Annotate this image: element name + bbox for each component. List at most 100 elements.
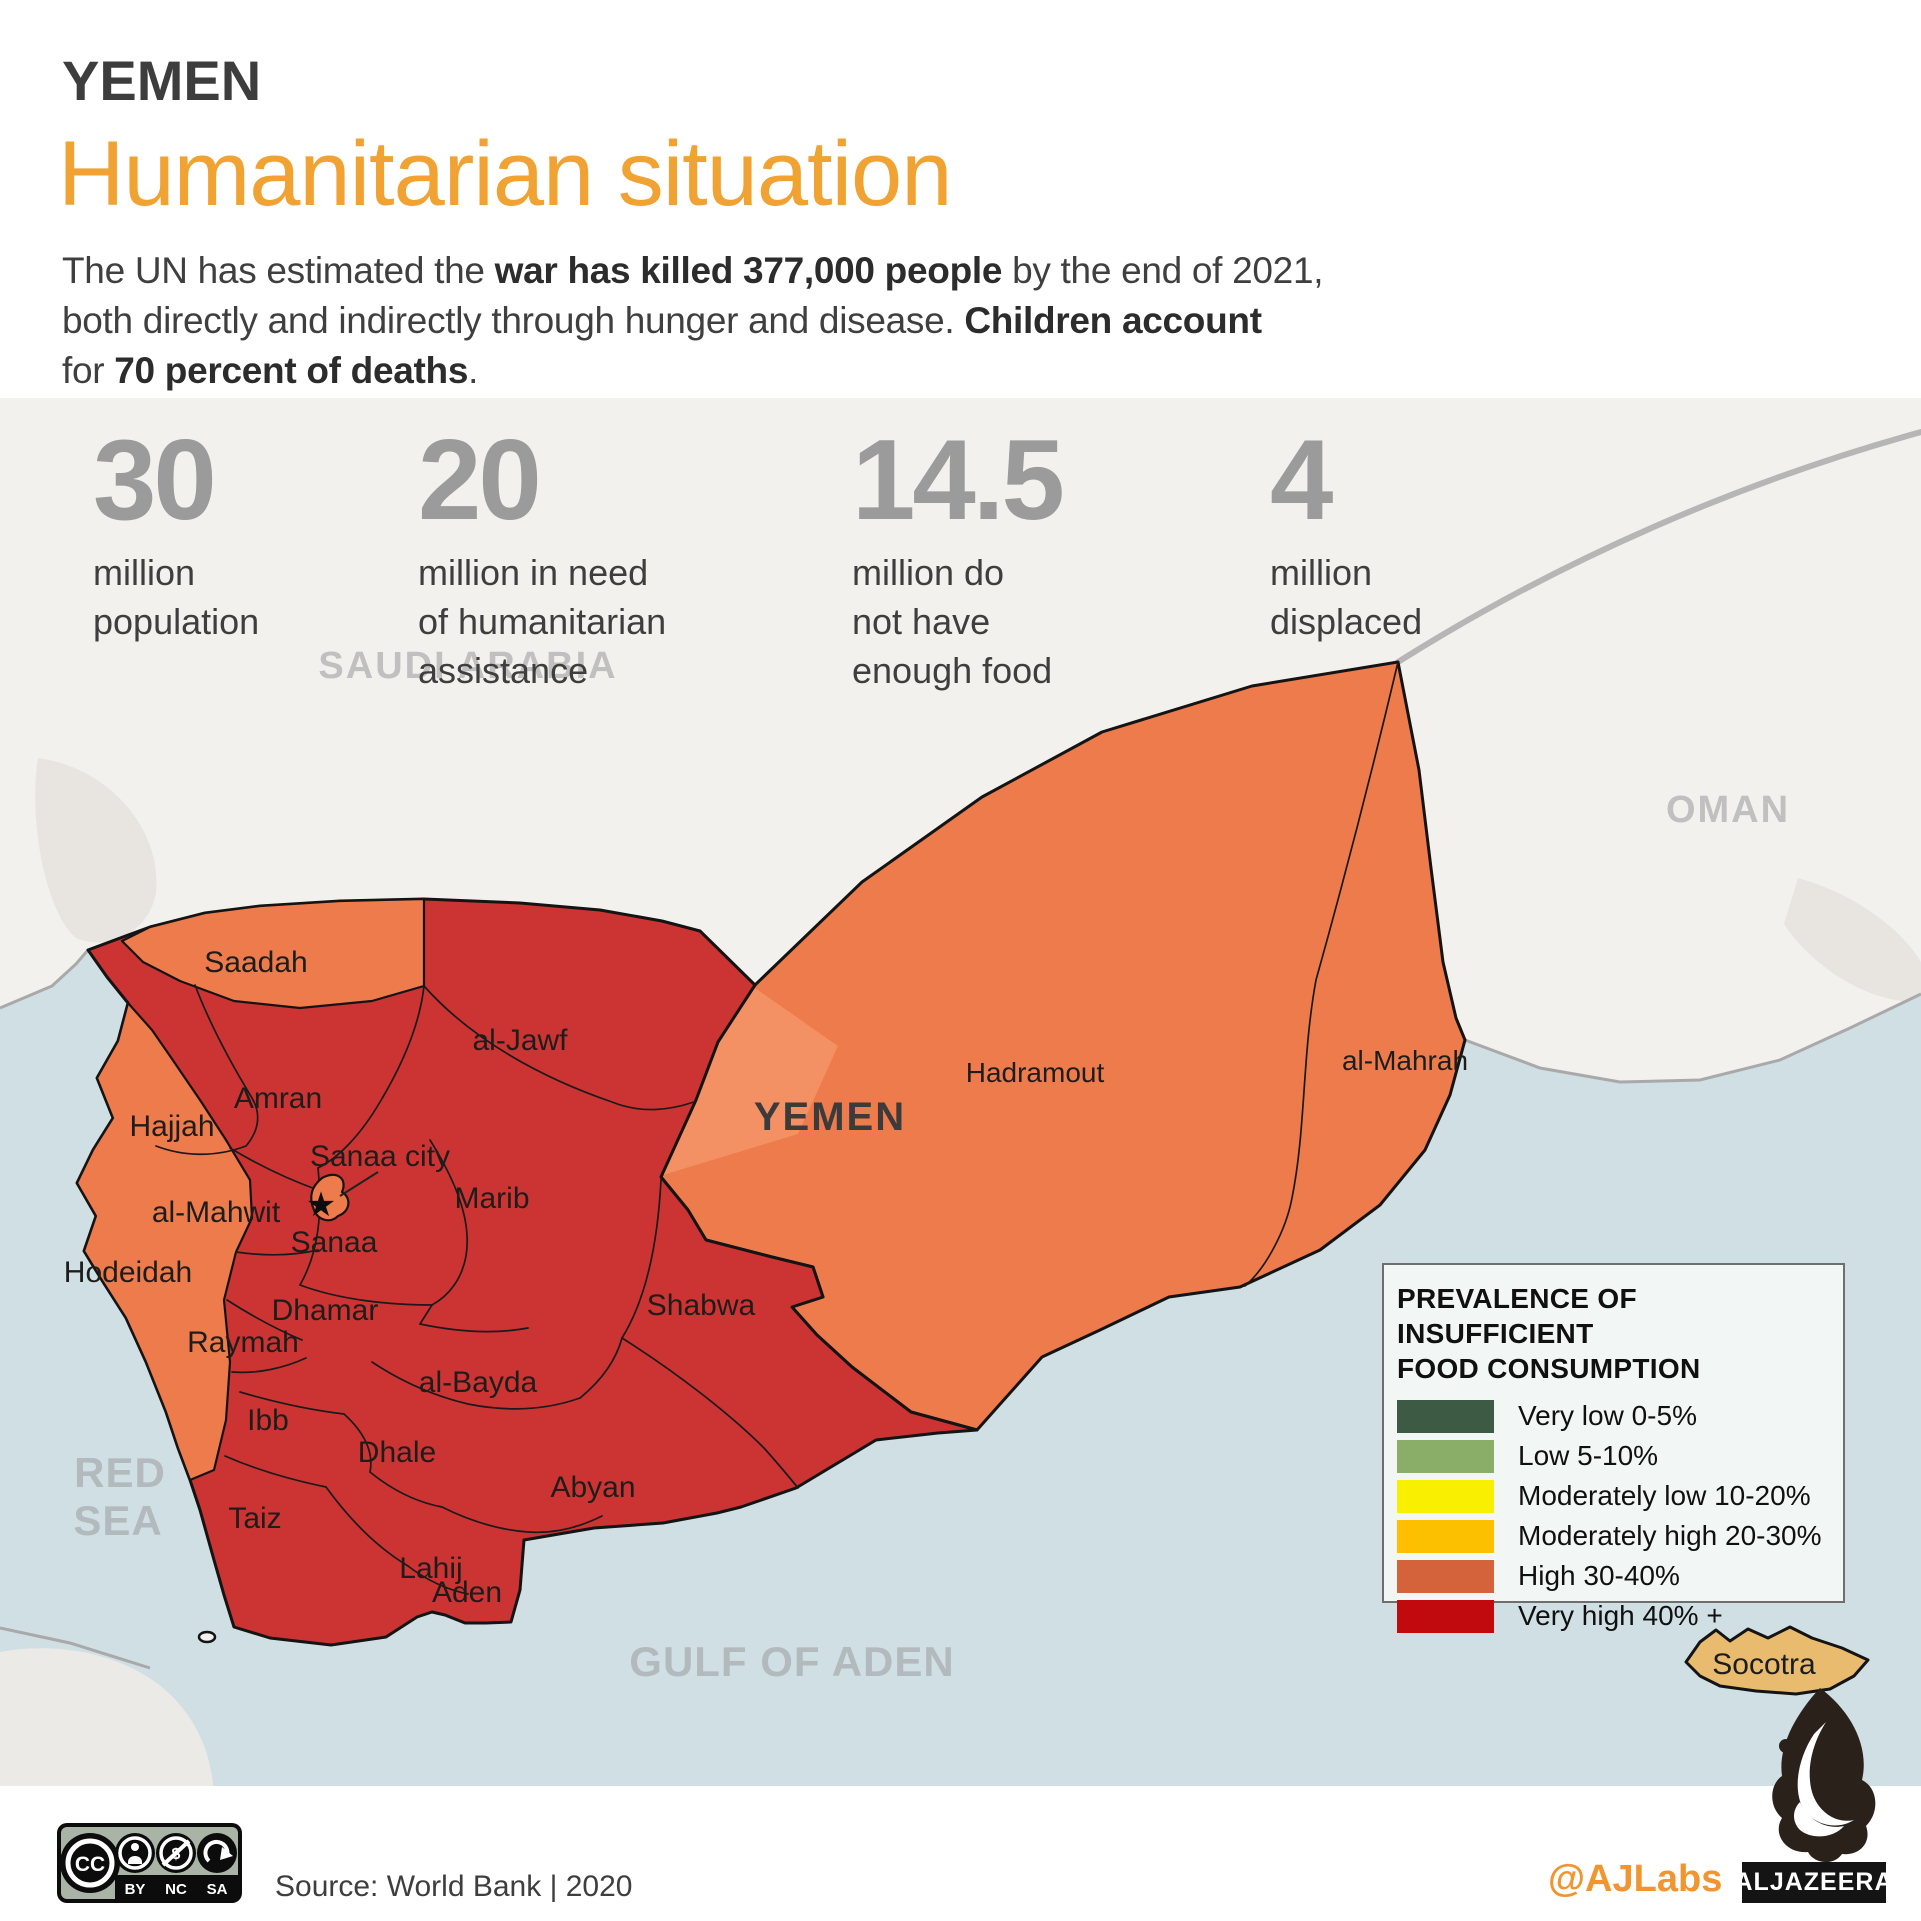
stat-value: 30 <box>93 417 217 544</box>
region-label-saadah: Saadah <box>204 946 307 979</box>
legend-swatch-high <box>1397 1559 1494 1593</box>
intro-bold: Children account <box>964 300 1262 341</box>
desert-flat-patch <box>663 988 838 1175</box>
source-credit: Source: World Bank | 2020 <box>275 1870 633 1903</box>
legend-row: High 30-40% <box>1397 1556 1833 1596</box>
region-label-hodeidah: Hodeidah <box>64 1256 192 1289</box>
page-title: Humanitarian situation <box>58 123 952 225</box>
country-label-yemen: YEMEN <box>754 1095 906 1139</box>
legend-row: Moderately high 20-30% <box>1397 1516 1833 1556</box>
sea-label-gulf-of-aden: GULF OF ADEN <box>629 1638 954 1685</box>
region-label-dhamar: Dhamar <box>272 1294 379 1327</box>
region-sanaa-city-enclave <box>310 1173 350 1222</box>
legend-swatch-very-high <box>1397 1599 1494 1633</box>
stat-food-insecure: 14.5 million do not have enough food <box>852 424 1065 695</box>
saudi-oman-border <box>1395 429 1921 665</box>
by-person-icon <box>115 1833 155 1873</box>
map-legend: PREVALENCE OF INSUFFICIENT FOOD CONSUMPT… <box>1382 1263 1845 1633</box>
region-label-al-mahwit: al-Mahwit <box>152 1196 281 1229</box>
legend-label: Moderately low 10-20% <box>1518 1480 1811 1511</box>
intro-paragraph: The UN has estimated the war has killed … <box>62 246 1324 396</box>
legend-label: Very high 40% + <box>1518 1600 1723 1631</box>
legend-swatch-moderately-low <box>1397 1479 1494 1513</box>
region-label-marib: Marib <box>454 1182 529 1215</box>
legend-swatch-low <box>1397 1439 1494 1473</box>
svg-text:CC: CC <box>75 1853 105 1876</box>
legend-rows: Very low 0-5% Low 5-10% Moderately low 1… <box>1397 1396 1833 1636</box>
stat-label: million displaced <box>1270 548 1422 646</box>
intro-seg: for <box>62 350 115 391</box>
intro-seg: . <box>468 350 479 391</box>
saudi-terrain-texture <box>35 758 157 943</box>
legend-row: Low 5-10% <box>1397 1436 1833 1476</box>
legend-title-line1: PREVALENCE OF INSUFFICIENT <box>1397 1283 1637 1349</box>
aljazeera-calligraphy-logo <box>1772 1688 1876 1863</box>
legend-row: Very low 0-5% <box>1397 1396 1833 1436</box>
stat-value: 4 <box>1270 417 1333 544</box>
cc-sa-label: SA <box>207 1881 228 1898</box>
stat-line: enough food <box>852 650 1053 691</box>
region-label-aden: Aden <box>432 1576 502 1609</box>
oman-coastline <box>1464 992 1921 1084</box>
stat-line: population <box>93 601 260 642</box>
region-label-shabwa: Shabwa <box>647 1289 756 1322</box>
legend-label: Moderately high 20-30% <box>1518 1520 1822 1551</box>
sea-label-sea: SEA <box>73 1497 162 1544</box>
stat-displaced: 4 million displaced <box>1270 424 1422 646</box>
governorate-borders <box>155 661 1399 1595</box>
country-label-oman: OMAN <box>1666 789 1790 831</box>
legend-label: Low 5-10% <box>1518 1440 1659 1471</box>
legend-title-line2: FOOD CONSUMPTION <box>1397 1353 1701 1384</box>
island-label-socotra: Socotra <box>1712 1648 1816 1681</box>
stat-label: million in need of humanitarian assistance <box>418 548 666 695</box>
region-label-al-jawf: al-Jawf <box>472 1024 568 1057</box>
region-label-sanaa: Sanaa <box>291 1226 378 1259</box>
region-label-ibb: Ibb <box>247 1404 289 1437</box>
cc-license-badge: CC $ BY NC SA <box>57 1823 242 1903</box>
intro-seg: The UN has estimated the <box>62 250 495 291</box>
cc-by-label: BY <box>125 1881 146 1898</box>
sanaa-city-callout-line <box>339 1171 379 1197</box>
region-label-amran: Amran <box>234 1082 322 1115</box>
intro-bold: war has killed 377,000 people <box>494 250 1003 291</box>
region-label-dhale: Dhale <box>358 1436 436 1469</box>
legend-row: Very high 40% + <box>1397 1596 1833 1636</box>
oman-terrain-texture <box>1784 878 1921 1003</box>
region-label-raymah: Raymah <box>187 1326 299 1359</box>
legend-label: High 30-40% <box>1518 1560 1680 1591</box>
intro-seg: by the end of 2021, <box>1002 250 1324 291</box>
country-label-saudi-arabia: SAUDI ARABIA <box>318 645 617 687</box>
cc-nc-label: NC <box>165 1881 187 1898</box>
legend-row: Moderately low 10-20% <box>1397 1476 1833 1516</box>
stat-in-need: 20 million in need of humanitarian assista… <box>418 424 666 695</box>
legend-swatch-moderately-high <box>1397 1519 1494 1553</box>
stat-line: assistance <box>418 650 589 691</box>
region-label-abyan: Abyan <box>550 1471 635 1504</box>
legend-swatch-very-low <box>1397 1399 1494 1433</box>
stat-line: not have <box>852 601 991 642</box>
region-label-hajjah: Hajjah <box>129 1110 214 1143</box>
region-label-lahij: Lahij <box>399 1552 462 1585</box>
african-coast-corner <box>0 1648 213 1786</box>
ajlabs-handle[interactable]: @AJLabs <box>1548 1858 1723 1900</box>
capital-star-icon: ★ <box>306 1185 336 1225</box>
stat-line: million <box>93 552 196 593</box>
socotra-island <box>1684 1625 1870 1696</box>
legend-title: PREVALENCE OF INSUFFICIENT FOOD CONSUMPT… <box>1397 1281 1833 1386</box>
region-label-sanaa-city: Sanaa city <box>310 1140 450 1173</box>
stat-value: 20 <box>418 417 542 544</box>
stat-label: million population <box>93 548 259 646</box>
stat-line: of humanitarian <box>418 601 667 642</box>
stat-population: 30 million population <box>93 424 259 646</box>
cc-icon: CC <box>60 1833 120 1893</box>
intro-bold: 70 percent of deaths <box>114 350 469 391</box>
saudi-coastline <box>0 949 90 1010</box>
kicker: YEMEN <box>62 49 262 112</box>
region-label-al-bayda: al-Bayda <box>419 1366 538 1399</box>
region-hodeidah <box>75 1001 254 1482</box>
yemen-map: ★ SAUDI ARABIA OMAN YEMEN RED SEA GULF O… <box>0 398 1921 1786</box>
region-label-al-mahrah: al-Mahrah <box>1342 1045 1468 1076</box>
sa-share-alike-icon <box>197 1833 237 1873</box>
sea-label-red: RED <box>74 1449 166 1496</box>
